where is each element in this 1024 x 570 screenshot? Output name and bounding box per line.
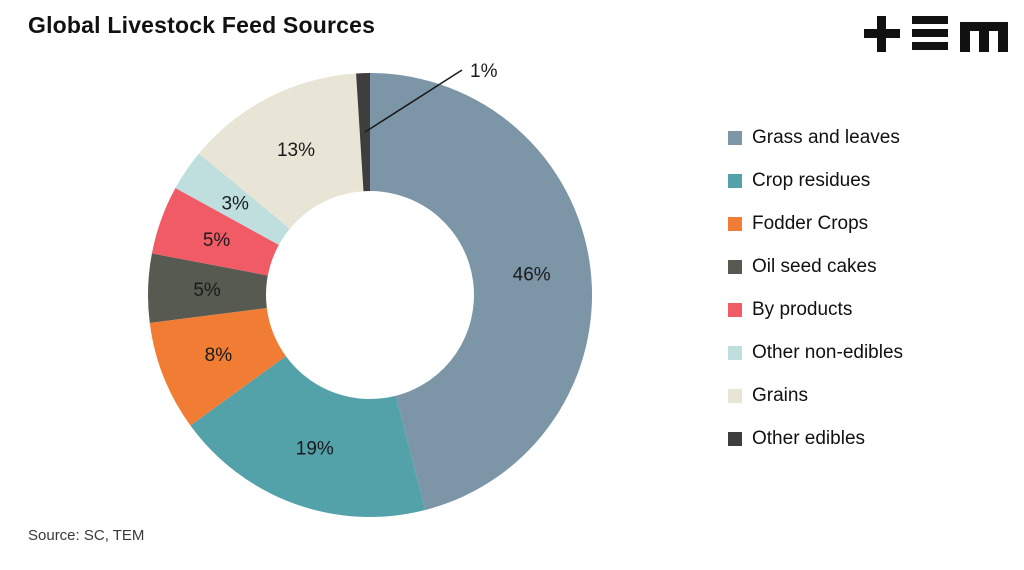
legend-item-other-edibles: Other edibles xyxy=(728,427,903,451)
source-note: Source: SC, TEM xyxy=(28,527,145,544)
legend-swatch xyxy=(728,217,742,231)
slice-label-by-products: 5% xyxy=(203,230,231,251)
legend-label: Fodder Crops xyxy=(752,213,869,234)
slice-label-oil-seed-cakes: 5% xyxy=(193,280,221,301)
legend-swatch xyxy=(728,260,742,274)
donut-slice-other-non-edibles xyxy=(175,153,290,245)
legend-item-crop-residues: Crop residues xyxy=(728,169,903,193)
legend-label: Other non-edibles xyxy=(752,342,904,363)
logo-m xyxy=(960,22,1008,52)
donut-chart-area: 46% 19% 8% 5% 5% 3% 13% 1% xyxy=(30,50,670,555)
page-title: Global Livestock Feed Sources xyxy=(28,12,376,38)
slice-label-other-non-edibles: 3% xyxy=(221,193,249,214)
legend-item-grains: Grains xyxy=(728,384,903,408)
logo-bar-middle xyxy=(912,29,948,37)
legend-label: Grains xyxy=(752,385,808,406)
callout-line-other-edibles xyxy=(364,69,463,133)
legend-item-grass-and-leaves: Grass and leaves xyxy=(728,126,903,150)
legend-swatch xyxy=(728,174,742,188)
donut-chart: 46% 19% 8% 5% 5% 3% 13% 1% xyxy=(147,61,593,518)
logo-bar-bottom xyxy=(912,42,948,50)
legend-swatch xyxy=(728,346,742,360)
legend-item-oil-seed-cakes: Oil seed cakes xyxy=(728,255,903,279)
legend-swatch xyxy=(728,432,742,446)
donut-slice-crop-residues xyxy=(190,356,426,518)
legend-label: Crop residues xyxy=(752,170,871,191)
donut-slice-other-edibles xyxy=(356,73,370,192)
donut-slice-by-products xyxy=(151,188,279,276)
logo-bar-top xyxy=(912,16,948,24)
donut-slice-oil-seed-cakes xyxy=(147,253,268,323)
slice-label-grass-and-leaves: 46% xyxy=(513,265,551,286)
legend-label: Grass and leaves xyxy=(752,127,900,148)
tem-logo xyxy=(860,10,1010,61)
legend-label: By products xyxy=(752,299,853,320)
slice-label-other-edibles: 1% xyxy=(470,61,498,82)
legend-item-fodder-crops: Fodder Crops xyxy=(728,212,903,236)
legend-swatch xyxy=(728,131,742,145)
donut-slice-grains xyxy=(198,73,364,229)
donut-slice-grass-and-leaves xyxy=(370,73,593,511)
legend-swatch xyxy=(728,303,742,317)
logo-plus-vertical xyxy=(877,16,886,52)
legend-swatch xyxy=(728,389,742,403)
slice-label-fodder-crops: 8% xyxy=(205,345,233,366)
legend-label: Oil seed cakes xyxy=(752,256,877,277)
legend-label: Other edibles xyxy=(752,428,866,449)
legend: Grass and leaves Crop residues Fodder Crop… xyxy=(728,126,903,470)
slice-label-crop-residues: 19% xyxy=(296,438,334,459)
slice-label-grains: 13% xyxy=(277,140,315,161)
tem-logo-glyphs xyxy=(864,16,1008,52)
legend-item-by-products: By products xyxy=(728,298,903,322)
donut-slice-fodder-crops xyxy=(149,308,286,426)
legend-item-other-non-edibles: Other non-edibles xyxy=(728,341,903,365)
